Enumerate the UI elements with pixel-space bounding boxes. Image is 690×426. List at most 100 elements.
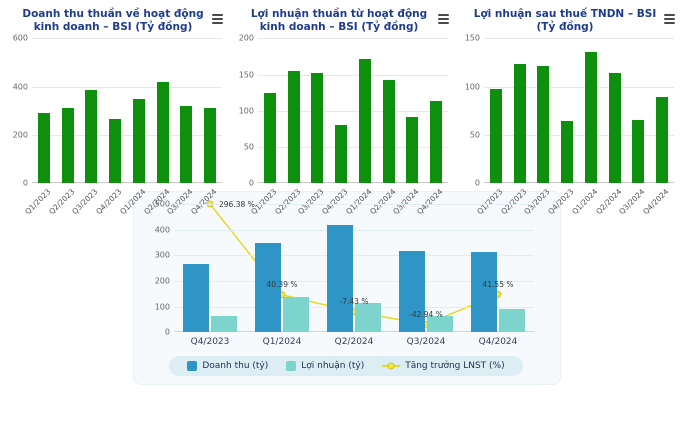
legend-strip: Doanh thu (tỷ) Lợi nhuận (tỷ) Tăng trưởng …: [169, 356, 523, 377]
chart-title-operating-profit: Lợi nhuận thuần từ hoạt động kinh doanh …: [250, 8, 428, 34]
gridline: [174, 255, 534, 257]
bar[interactable]: [430, 101, 443, 184]
bar-profit[interactable]: [211, 315, 237, 333]
hamburger-menu-icon[interactable]: [210, 10, 225, 28]
bar[interactable]: [109, 119, 122, 184]
x-axis-line: [174, 331, 534, 333]
line-value-label: 40.39 %: [266, 280, 298, 290]
top-charts-row: Doanh thu thuần về hoạt động kinh doanh …: [0, 0, 690, 216]
hamburger-menu-icon[interactable]: [436, 10, 451, 28]
gridline: [174, 204, 534, 206]
bar-profit[interactable]: [355, 303, 381, 333]
y-axis: 0 200 400 600: [8, 34, 32, 188]
y-axis-label: 400: [154, 225, 170, 235]
bar[interactable]: [358, 58, 371, 184]
legend-line-dot-icon: [387, 362, 395, 370]
bar-profit[interactable]: [499, 309, 525, 333]
x-axis-label: Q2/2024: [334, 337, 374, 348]
gridline: [484, 38, 674, 40]
gridline: [484, 134, 674, 136]
chart-card-net-profit: Lợi nhuận sau thuế TNDN – BSI (Tỷ đồng) …: [460, 6, 680, 216]
line-value-label: 41.55 %: [482, 279, 514, 289]
bar-revenue[interactable]: [327, 224, 353, 333]
bar-profit[interactable]: [283, 297, 309, 333]
line-value-label: -42.94 %: [409, 309, 443, 319]
chart-card-operating-profit: Lợi nhuận thuần từ hoạt động kinh doanh …: [234, 6, 454, 216]
y-axis-label: 150: [238, 70, 254, 79]
x-axis-label: Q4/2024: [478, 337, 518, 348]
line-value-label: -7.43 %: [339, 296, 369, 306]
line-value-label: 296.38 %: [219, 200, 255, 210]
bar[interactable]: [406, 116, 419, 184]
gridline: [32, 38, 222, 40]
bar-profit[interactable]: [427, 315, 453, 333]
y-axis-label: 600: [12, 33, 28, 43]
bar[interactable]: [561, 121, 574, 184]
plot-area: Q1/2023 Q2/2023 Q3/2023 Q4/2023 Q1/2024 Q2/20…: [249, 38, 448, 216]
plot-area: 296.38 % 40.39 % -7.43 % -42.94 % 41.55 %: [174, 200, 534, 333]
chart-title-net-profit: Lợi nhuận sau thuế TNDN – BSI (Tỷ đồng): [473, 8, 657, 34]
bar[interactable]: [204, 108, 217, 184]
bar[interactable]: [335, 125, 348, 184]
x-axis-labels: Q4/2023 Q1/2024 Q2/2024 Q3/2024 Q4/2024: [174, 332, 534, 347]
bar[interactable]: [156, 81, 169, 184]
y-axis-label: 200: [154, 276, 170, 286]
y-axis-label: 100: [464, 82, 480, 92]
x-axis-label: Q1/2024: [262, 337, 302, 348]
bar[interactable]: [489, 89, 502, 184]
y-axis: 0 50 100 150: [460, 34, 484, 188]
legend-item-profit[interactable]: Lợi nhuận (tỷ): [286, 361, 365, 372]
chart-card-revenue: Doanh thu thuần về hoạt động kinh doanh …: [8, 6, 228, 216]
bar-revenue[interactable]: [255, 242, 281, 333]
gridline: [484, 86, 674, 88]
legend-label: Lợi nhuận (tỷ): [301, 361, 365, 372]
bar[interactable]: [608, 73, 621, 184]
bar[interactable]: [263, 93, 276, 184]
bar-chart-revenue: 0 200 400 600 Q1/2023 Q2/2023 Q3/2023 Q4/2023 Q…: [8, 34, 228, 216]
bar-chart-operating-profit: 0 50 100 150 200 Q1/2023 Q2/2023 Q3/2023 Q4/202…: [234, 34, 454, 216]
legend-label: Tăng trưởng LNST (%): [405, 361, 505, 372]
combo-chart: 0 100 200 300 400 500 296.38 % 40.39 % -7.43 % -…: [144, 200, 548, 337]
plot-area: Q1/2023 Q2/2023 Q3/2023 Q4/2023 Q1/2024 Q2/20…: [475, 38, 674, 216]
bar[interactable]: [632, 120, 645, 184]
bar[interactable]: [382, 79, 395, 184]
gridline: [174, 229, 534, 231]
bar[interactable]: [37, 113, 50, 184]
gridline: [258, 38, 448, 40]
y-axis-label: 0: [22, 178, 28, 188]
y-axis-label: 200: [238, 33, 254, 43]
bar[interactable]: [311, 73, 324, 184]
gridline: [258, 74, 448, 76]
bar[interactable]: [85, 90, 98, 184]
legend-swatch-icon: [187, 361, 198, 372]
bar[interactable]: [513, 64, 526, 184]
hamburger-menu-icon[interactable]: [662, 10, 677, 28]
y-axis-label: 500: [154, 199, 170, 209]
gridline: [258, 110, 448, 112]
gridline: [32, 86, 222, 88]
bar-revenue[interactable]: [183, 264, 209, 333]
bar-revenue[interactable]: [471, 252, 497, 333]
y-axis-label: 300: [154, 250, 170, 260]
gridline: [174, 281, 534, 283]
x-axis-line: [484, 182, 674, 184]
bar[interactable]: [132, 98, 145, 184]
gridline: [258, 147, 448, 148]
legend-label: Doanh thu (tỷ): [202, 361, 269, 372]
y-axis-label: 100: [154, 302, 170, 312]
bar[interactable]: [584, 51, 597, 184]
legend-swatch-icon: [286, 361, 297, 372]
bar[interactable]: [180, 106, 193, 184]
bar[interactable]: [61, 108, 74, 184]
legend-item-growth[interactable]: Tăng trưởng LNST (%): [382, 361, 505, 372]
y-axis-label: 100: [238, 106, 254, 116]
combo-chart-panel: 0 100 200 300 400 500 296.38 % 40.39 % -7.43 % -…: [133, 191, 561, 386]
bar[interactable]: [537, 66, 550, 184]
bar[interactable]: [656, 97, 669, 184]
y-axis: 0 100 200 300 400 500: [144, 200, 174, 337]
legend-item-revenue[interactable]: Doanh thu (tỷ): [187, 361, 269, 372]
bar[interactable]: [287, 70, 300, 184]
bar-chart-net-profit: 0 50 100 150 Q1/2023 Q2/2023 Q3/2023 Q4/2023 Q1…: [460, 34, 680, 216]
bar-revenue[interactable]: [399, 250, 425, 333]
